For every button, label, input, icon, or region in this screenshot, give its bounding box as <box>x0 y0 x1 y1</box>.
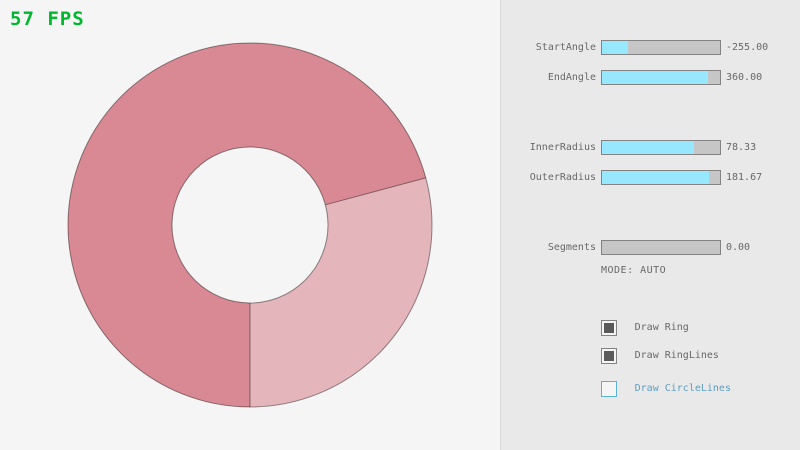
draw-ring-label: Draw Ring <box>634 322 689 333</box>
slider-label-startangle: StartAngle <box>535 42 596 53</box>
innerradius-slider[interactable] <box>601 140 721 155</box>
slider-value-segments: 0.00 <box>726 242 751 253</box>
endangle-slider[interactable] <box>601 70 721 85</box>
draw-ringlines-label: Draw RingLines <box>634 350 719 361</box>
slider-row-outerradius: OuterRadius 181.67 <box>501 170 800 185</box>
fps-counter: 57 FPS <box>10 8 85 30</box>
slider-fill-bar <box>602 41 628 54</box>
ring-inner-outline <box>171 146 329 304</box>
ring-drawing <box>67 42 433 408</box>
checkbox-row-draw-ring: Draw Ring <box>601 320 689 336</box>
segments-slider[interactable] <box>601 240 721 255</box>
slider-fill-bar <box>602 141 695 154</box>
ring-outer-outline <box>67 42 433 408</box>
slider-row-innerradius: InnerRadius 78.33 <box>501 140 800 155</box>
ring-canvas <box>67 42 433 408</box>
checkbox-row-draw-ringlines: Draw RingLines <box>601 348 719 364</box>
checkbox-check-mark <box>604 323 614 333</box>
startangle-slider[interactable] <box>601 40 721 55</box>
slider-fill-bar <box>602 71 709 84</box>
slider-value-endangle: 360.00 <box>726 72 763 83</box>
slider-row-endangle: EndAngle 360.00 <box>501 70 800 85</box>
slider-label-endangle: EndAngle <box>547 72 596 83</box>
slider-row-startangle: StartAngle -255.00 <box>501 40 800 55</box>
draw-circlelines-checkbox[interactable] <box>601 381 617 397</box>
slider-row-segments: Segments 0.00 <box>501 240 800 255</box>
checkbox-check-mark <box>604 351 614 361</box>
slider-label-innerradius: InnerRadius <box>529 142 596 153</box>
control-panel: StartAngle -255.00 EndAngle 360.00 Inner… <box>500 0 800 450</box>
draw-circlelines-label: Draw CircleLines <box>634 383 731 394</box>
ring-radial-line-start <box>325 177 426 206</box>
slider-label-segments: Segments <box>547 242 596 253</box>
draw-ringlines-checkbox[interactable] <box>601 348 617 364</box>
segments-mode-label: MODE: AUTO <box>601 265 667 276</box>
outerradius-slider[interactable] <box>601 170 721 185</box>
slider-label-outerradius: OuterRadius <box>529 172 596 183</box>
slider-value-outerradius: 181.67 <box>726 172 763 183</box>
draw-ring-checkbox[interactable] <box>601 320 617 336</box>
checkbox-row-draw-circlelines: Draw CircleLines <box>601 381 731 397</box>
slider-value-startangle: -255.00 <box>726 42 769 53</box>
slider-fill-bar <box>602 171 710 184</box>
slider-value-innerradius: 78.33 <box>726 142 757 153</box>
